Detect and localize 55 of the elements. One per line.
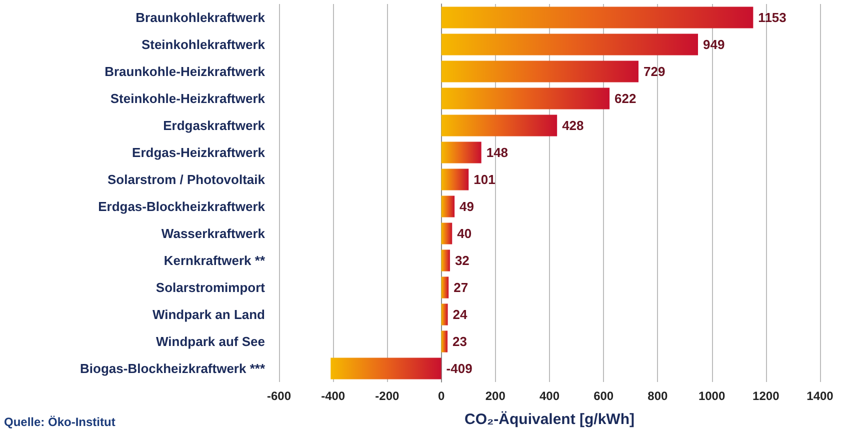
data-label: 49 xyxy=(460,199,474,214)
data-label: 40 xyxy=(457,226,472,241)
y-tick-label: Solarstromimport xyxy=(156,280,266,295)
data-label: -409 xyxy=(446,361,472,376)
bar xyxy=(330,358,442,380)
x-tick-label: 1400 xyxy=(806,389,834,403)
bar xyxy=(441,142,482,164)
data-label: 101 xyxy=(474,172,496,187)
y-tick-label: Wasserkraftwerk xyxy=(161,226,266,241)
bar xyxy=(441,114,558,136)
bar xyxy=(441,304,448,326)
x-tick-label: 600 xyxy=(594,389,614,403)
bar xyxy=(441,34,698,56)
data-label: 949 xyxy=(703,37,725,52)
bar xyxy=(441,330,448,352)
source-note: Quelle: Öko-Institut xyxy=(4,415,116,429)
x-tick-label: 1200 xyxy=(752,389,780,403)
bar xyxy=(441,222,452,244)
data-label: 27 xyxy=(454,280,468,295)
y-tick-label: Biogas-Blockheizkraftwerk *** xyxy=(80,361,266,376)
x-tick-label: 200 xyxy=(485,389,506,403)
bar xyxy=(441,168,469,190)
x-tick-label: -600 xyxy=(266,389,292,403)
x-axis-title: CO₂-Äquivalent [g/kWh] xyxy=(464,411,634,428)
y-tick-label: Braunkohlekraftwerk xyxy=(136,10,266,25)
y-tick-label: Windpark an Land xyxy=(152,307,266,322)
y-tick-label: Erdgaskraftwerk xyxy=(163,118,266,133)
bar xyxy=(441,88,610,110)
x-tick-label: 800 xyxy=(648,389,668,403)
y-tick-label: Windpark auf See xyxy=(156,334,265,349)
data-label: 1153 xyxy=(758,10,786,25)
x-tick-label: -200 xyxy=(375,389,400,403)
data-label: 622 xyxy=(614,91,636,106)
x-tick-label: 1000 xyxy=(698,389,726,403)
data-label: 23 xyxy=(452,334,467,349)
bar xyxy=(441,276,449,298)
y-tick-label: Steinkohlekraftwerk xyxy=(141,37,266,52)
bar xyxy=(441,196,455,218)
data-label: 729 xyxy=(643,64,666,79)
y-tick-label: Solarstrom / Photovoltaik xyxy=(108,172,266,187)
data-label: 148 xyxy=(486,145,508,160)
x-tick-label: -400 xyxy=(321,389,346,403)
data-label: 32 xyxy=(454,253,470,268)
data-label: 24 xyxy=(452,307,468,322)
bar xyxy=(441,6,754,28)
y-tick-label: Erdgas-Blockheizkraftwerk xyxy=(98,199,266,214)
bar xyxy=(441,250,450,272)
y-tick-label: Braunkohle-Heizkraftwerk xyxy=(104,64,266,79)
x-tick-label: 400 xyxy=(539,389,560,403)
data-label: 428 xyxy=(562,118,584,133)
y-tick-label: Steinkohle-Heizkraftwerk xyxy=(110,91,266,106)
bar xyxy=(441,60,638,82)
y-tick-label: Kernkraftwerk ** xyxy=(164,253,266,268)
x-tick-label: 0 xyxy=(438,389,445,403)
y-tick-label: Erdgas-Heizkraftwerk xyxy=(132,145,266,160)
